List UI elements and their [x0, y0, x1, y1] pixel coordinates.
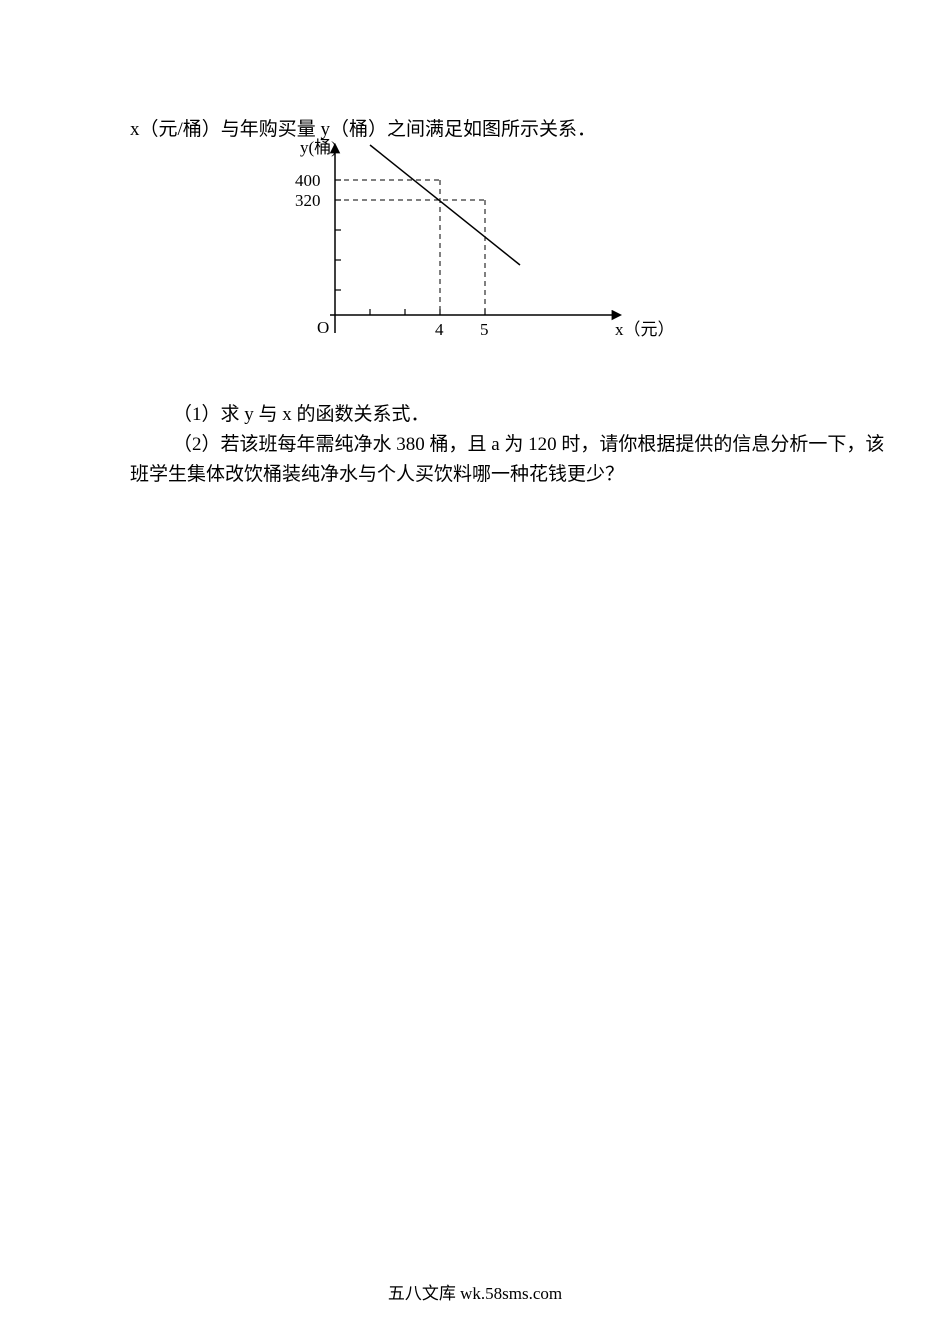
svg-text:4: 4 — [435, 320, 444, 339]
question-2-line1: （2）若该班每年需纯净水 380 桶，且 a 为 120 时，请你根据提供的信息… — [173, 430, 884, 460]
svg-text:O: O — [317, 318, 329, 337]
svg-text:400: 400 — [295, 171, 321, 190]
svg-text:x（元）: x（元） — [615, 320, 675, 339]
svg-text:y(桶): y(桶) — [300, 138, 337, 157]
question-1: （1）求 y 与 x 的函数关系式． — [173, 400, 430, 430]
question-2-line2: 班学生集体改饮桶装纯净水与个人买饮料哪一种花钱更少？ — [130, 460, 624, 490]
chart-container: y(桶) x（元） O 400320 4 5 — [260, 135, 680, 365]
footer-text: 五八文库 wk.58sms.com — [0, 1279, 950, 1304]
svg-text:320: 320 — [295, 191, 321, 210]
page: x（元/桶）与年购买量 y（桶）之间满足如图所示关系． y(桶)x（元）O400… — [0, 0, 950, 1344]
svg-text:5: 5 — [480, 320, 489, 339]
chart-svg: y(桶) x（元） O 400320 4 5 — [260, 135, 680, 365]
